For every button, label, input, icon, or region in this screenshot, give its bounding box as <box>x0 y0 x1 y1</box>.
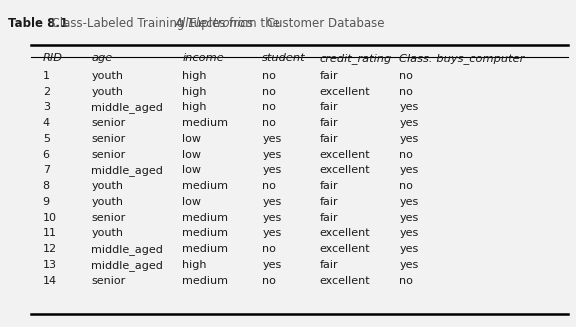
Text: excellent: excellent <box>319 229 370 238</box>
Text: yes: yes <box>262 197 282 207</box>
Text: no: no <box>262 87 276 97</box>
Text: 10: 10 <box>43 213 56 223</box>
Text: medium: medium <box>183 276 229 286</box>
Text: Table 8.1: Table 8.1 <box>9 17 69 30</box>
Text: credit_rating: credit_rating <box>319 53 392 63</box>
Text: fair: fair <box>319 71 338 81</box>
Text: AllElectronics: AllElectronics <box>175 17 254 30</box>
Text: no: no <box>262 276 276 286</box>
Text: fair: fair <box>319 260 338 270</box>
Text: no: no <box>262 181 276 191</box>
Text: senior: senior <box>91 118 126 128</box>
Text: high: high <box>183 87 207 97</box>
Text: no: no <box>262 244 276 254</box>
Text: no: no <box>399 87 413 97</box>
Text: yes: yes <box>399 197 419 207</box>
Text: high: high <box>183 102 207 112</box>
Text: Customer Database: Customer Database <box>263 17 385 30</box>
Text: 6: 6 <box>43 150 50 160</box>
Text: fair: fair <box>319 102 338 112</box>
Text: 13: 13 <box>43 260 56 270</box>
Text: fair: fair <box>319 197 338 207</box>
Text: yes: yes <box>262 150 282 160</box>
Text: senior: senior <box>91 213 126 223</box>
Text: yes: yes <box>262 260 282 270</box>
Text: 9: 9 <box>43 197 50 207</box>
Text: high: high <box>183 71 207 81</box>
Text: 2: 2 <box>43 87 50 97</box>
Text: fair: fair <box>319 213 338 223</box>
Text: middle_aged: middle_aged <box>91 102 163 113</box>
Text: Class-Labeled Training Tuples from the: Class-Labeled Training Tuples from the <box>44 17 283 30</box>
Text: low: low <box>183 150 202 160</box>
Text: youth: youth <box>91 181 123 191</box>
Text: yes: yes <box>262 213 282 223</box>
Text: no: no <box>262 102 276 112</box>
Text: 8: 8 <box>43 181 50 191</box>
Text: yes: yes <box>262 229 282 238</box>
Text: yes: yes <box>262 134 282 144</box>
Text: middle_aged: middle_aged <box>91 165 163 176</box>
Text: excellent: excellent <box>319 244 370 254</box>
Text: senior: senior <box>91 134 126 144</box>
Text: 1: 1 <box>43 71 50 81</box>
Text: age: age <box>91 53 112 62</box>
Text: no: no <box>399 276 413 286</box>
Text: youth: youth <box>91 87 123 97</box>
Text: Class: buys_computer: Class: buys_computer <box>399 53 525 63</box>
Text: low: low <box>183 197 202 207</box>
Text: 12: 12 <box>43 244 57 254</box>
Text: RID: RID <box>43 53 63 62</box>
Text: 5: 5 <box>43 134 50 144</box>
Text: 3: 3 <box>43 102 50 112</box>
Text: student: student <box>262 53 306 62</box>
Text: medium: medium <box>183 118 229 128</box>
Text: 11: 11 <box>43 229 56 238</box>
Text: middle_aged: middle_aged <box>91 260 163 271</box>
Text: fair: fair <box>319 181 338 191</box>
Text: yes: yes <box>399 118 419 128</box>
Text: no: no <box>262 71 276 81</box>
Text: no: no <box>399 150 413 160</box>
Text: high: high <box>183 260 207 270</box>
Text: middle_aged: middle_aged <box>91 244 163 255</box>
Text: excellent: excellent <box>319 165 370 175</box>
Text: senior: senior <box>91 150 126 160</box>
Text: medium: medium <box>183 181 229 191</box>
Text: fair: fair <box>319 118 338 128</box>
Text: youth: youth <box>91 71 123 81</box>
Text: medium: medium <box>183 244 229 254</box>
Text: fair: fair <box>319 134 338 144</box>
Text: yes: yes <box>399 165 419 175</box>
Text: medium: medium <box>183 213 229 223</box>
Text: no: no <box>262 118 276 128</box>
Text: low: low <box>183 165 202 175</box>
Text: youth: youth <box>91 197 123 207</box>
Text: yes: yes <box>399 213 419 223</box>
Text: no: no <box>399 71 413 81</box>
Text: senior: senior <box>91 276 126 286</box>
Text: income: income <box>183 53 224 62</box>
Text: youth: youth <box>91 229 123 238</box>
Text: yes: yes <box>399 229 419 238</box>
Text: excellent: excellent <box>319 87 370 97</box>
Text: excellent: excellent <box>319 276 370 286</box>
Text: no: no <box>399 181 413 191</box>
Text: 4: 4 <box>43 118 50 128</box>
Text: yes: yes <box>262 165 282 175</box>
Text: low: low <box>183 134 202 144</box>
Text: 14: 14 <box>43 276 57 286</box>
Text: yes: yes <box>399 244 419 254</box>
Text: medium: medium <box>183 229 229 238</box>
Text: 7: 7 <box>43 165 50 175</box>
Text: yes: yes <box>399 134 419 144</box>
Text: yes: yes <box>399 260 419 270</box>
Text: yes: yes <box>399 102 419 112</box>
Text: excellent: excellent <box>319 150 370 160</box>
